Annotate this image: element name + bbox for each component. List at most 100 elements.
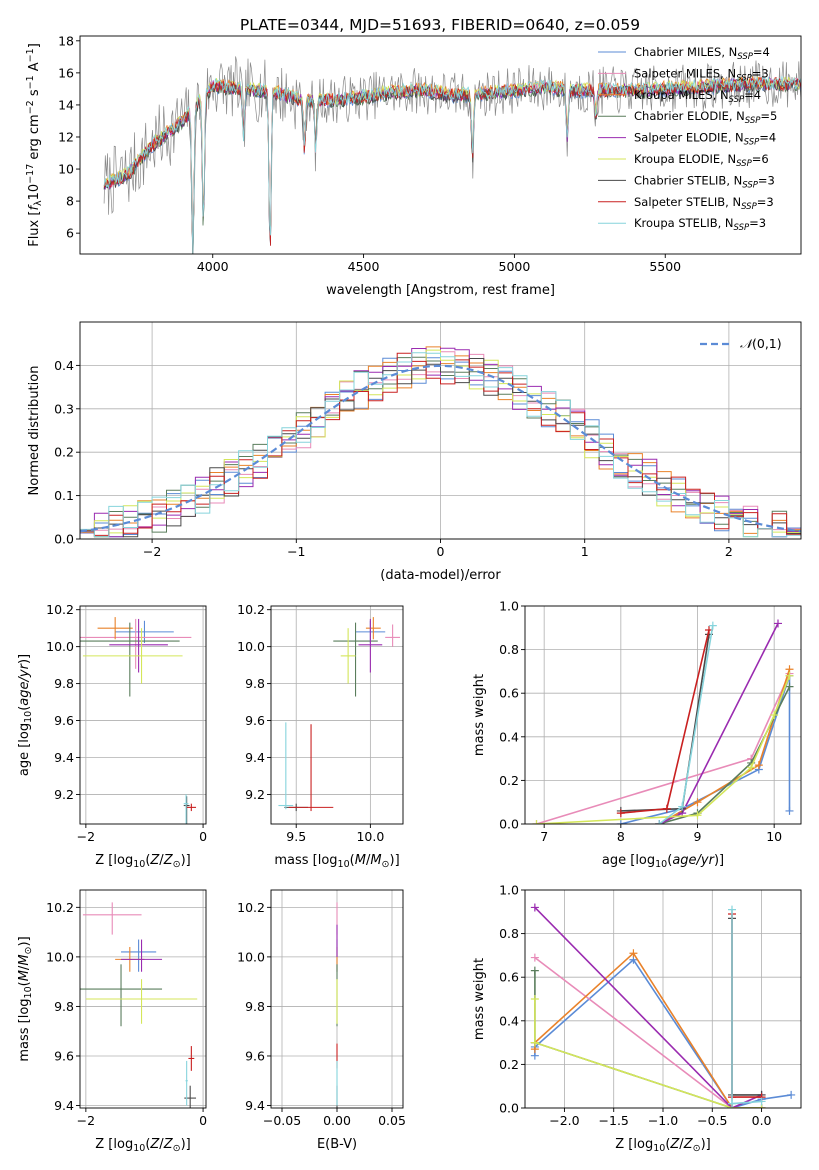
spectrum-frame bbox=[79, 35, 802, 255]
y-tick-label: 0.2 bbox=[54, 445, 74, 460]
figure-title: PLATE=0344, MJD=51693, FIBERID=0640, z=0… bbox=[240, 16, 640, 34]
errorbar-chabrier-elodie bbox=[80, 622, 180, 697]
weight-series-chabrier-elodie bbox=[530, 966, 766, 1108]
y-tick-label: 10.0 bbox=[46, 639, 74, 654]
weight-marker bbox=[616, 820, 625, 824]
residual-hist-salpeter-elodie bbox=[80, 347, 801, 538]
weight-marker bbox=[774, 619, 782, 628]
weight-marker bbox=[785, 806, 794, 815]
weight_vs_age-marks bbox=[532, 619, 794, 824]
y-tick-label: 0.6 bbox=[499, 970, 519, 985]
errorbar-chabrier-stelib bbox=[184, 1085, 197, 1108]
y-tick-label: 10.2 bbox=[46, 602, 74, 617]
weight_vs_Z-panel: −2.0 −1.5 −1.0 −0.5 0.0 0.0 0.2 0.4 0.6 0.8 1.0 Z [… bbox=[472, 883, 802, 1154]
spectrum-panel: 4000 4500 5000 5500 6 8 10 12 14 16 18 Chabrier MIL… bbox=[25, 33, 802, 298]
weight-marker bbox=[530, 966, 539, 975]
y-tick-label: 1.0 bbox=[499, 599, 519, 614]
weight-series-chabrier-stelib bbox=[616, 630, 713, 815]
errorbar-chabrier-elodie bbox=[80, 964, 163, 1027]
weight-marker bbox=[678, 802, 687, 811]
errorbar-chabrier-elodie bbox=[333, 622, 378, 697]
weight-series-salpeter-stelib bbox=[728, 909, 766, 1102]
weight-marker bbox=[785, 671, 794, 680]
y-tick-label: 0.8 bbox=[499, 926, 519, 941]
y-tick-label: 0.2 bbox=[499, 1057, 519, 1072]
weight-marker bbox=[728, 905, 736, 914]
spectrum-model-line-kroupa-stelib bbox=[103, 75, 801, 254]
y-tick-label: 0.3 bbox=[54, 401, 74, 416]
y-tick-label: 9.6 bbox=[245, 1048, 265, 1063]
x-tick-label: 9.5 bbox=[286, 829, 306, 844]
y-tick-label: 8 bbox=[66, 194, 74, 209]
legend-label: Kroupa ELODIE, NSSP=6 bbox=[634, 152, 769, 169]
mass_vs_Z-frame bbox=[79, 889, 207, 1109]
errorbar-kroupa-elodie bbox=[340, 628, 356, 684]
weight_vs_Z-marks bbox=[530, 903, 796, 1108]
x-tick-label: −2 bbox=[77, 829, 95, 844]
errorbar-chabrier-miles bbox=[115, 620, 174, 643]
legend-label: Salpeter STELIB, NSSP=3 bbox=[634, 195, 774, 212]
residual-legend: 𝒩(0,1) bbox=[700, 336, 782, 351]
weight-marker bbox=[629, 949, 638, 958]
weight-marker bbox=[787, 1090, 796, 1099]
weight-marker bbox=[616, 809, 625, 818]
y-tick-label: 6 bbox=[66, 226, 74, 241]
age_vs_Z-x-label: Z [log10(Z/Z⊙)] bbox=[95, 853, 190, 870]
spectrum-x-label: wavelength [Angstrom, rest frame] bbox=[326, 283, 555, 298]
y-tick-label: 12 bbox=[58, 129, 74, 144]
weight-series-kroupa-stelib bbox=[655, 621, 717, 824]
weight-series-chabrier-miles bbox=[616, 671, 794, 824]
errorbar-salpeter-stelib bbox=[288, 724, 334, 812]
x-tick-label: 10 bbox=[766, 829, 782, 844]
weight-marker bbox=[532, 820, 541, 824]
legend-label: Kroupa STELIB, NSSP=3 bbox=[634, 216, 766, 233]
x-tick-label: 0 bbox=[437, 544, 445, 559]
residual-x-label: (data-model)/error bbox=[380, 568, 501, 583]
y-tick-label: 10.0 bbox=[237, 639, 265, 654]
weight-series-kroupa-miles bbox=[655, 665, 794, 824]
legend-label: Chabrier STELIB, NSSP=3 bbox=[634, 173, 775, 190]
y-tick-label: 9.8 bbox=[245, 999, 265, 1014]
errorbar-kroupa-stelib bbox=[185, 1060, 188, 1106]
x-tick-label: 4000 bbox=[197, 259, 229, 274]
errorbar-salpeter-elodie bbox=[109, 618, 168, 673]
errorbar-salpeter-stelib bbox=[188, 1046, 195, 1071]
age_vs_Z-panel: −2 0 9.2 9.4 9.6 9.8 10.0 10.2 Z [log10(Z/Z⊙)] ag… bbox=[17, 602, 207, 870]
y-tick-label: 0.0 bbox=[54, 532, 74, 547]
y-tick-label: 14 bbox=[58, 97, 74, 112]
errorbar-salpeter-elodie bbox=[121, 939, 163, 972]
weight_vs_Z-y-label: mass weight bbox=[472, 958, 487, 1040]
errorbar-kroupa-miles bbox=[97, 617, 133, 640]
errorbar-salpeter-elodie bbox=[358, 618, 383, 673]
residual_distribution-marks bbox=[80, 346, 801, 538]
age_vs_Z-frame bbox=[79, 605, 207, 825]
y-tick-label: 9.4 bbox=[54, 750, 74, 765]
x-tick-label: 0.05 bbox=[378, 1113, 406, 1128]
x-tick-label: −1.0 bbox=[648, 1113, 678, 1128]
y-tick-label: 9.2 bbox=[54, 787, 74, 802]
weight-marker bbox=[530, 953, 539, 962]
age_vs_mass-x-label: mass [log10(M/M⊙)] bbox=[274, 853, 399, 870]
x-tick-label: 0 bbox=[199, 829, 207, 844]
y-tick-label: 10.2 bbox=[237, 602, 265, 617]
y-tick-label: 9.6 bbox=[245, 713, 265, 728]
x-tick-label: −2 bbox=[143, 544, 161, 559]
weight_vs_age-frame bbox=[524, 605, 802, 825]
y-tick-label: 0.2 bbox=[499, 773, 519, 788]
y-tick-label: 9.8 bbox=[54, 999, 74, 1014]
weight-marker bbox=[693, 798, 702, 807]
x-tick-label: 0.00 bbox=[323, 1113, 351, 1128]
x-tick-label: −2 bbox=[77, 1113, 95, 1128]
x-tick-label: −0.5 bbox=[697, 1113, 727, 1128]
x-tick-label: −2.0 bbox=[549, 1113, 579, 1128]
mass_vs_Z-panel: −2 0 9.4 9.6 9.8 10.0 10.2 Z [log10(Z/Z⊙)] mass … bbox=[17, 889, 207, 1154]
y-tick-label: 0.0 bbox=[499, 817, 519, 832]
errorbar-kroupa-stelib bbox=[278, 722, 294, 810]
errorbar-kroupa-stelib bbox=[183, 794, 189, 824]
weight-marker bbox=[757, 1097, 766, 1106]
legend-label: 𝒩(0,1) bbox=[740, 336, 782, 351]
spectrum-marks bbox=[103, 56, 801, 254]
weight-marker bbox=[747, 763, 756, 772]
residual_distribution-panel: −2 −1 0 1 2 0.0 0.1 0.2 0.3 0.4 𝒩(0,1) (data-model)… bbox=[27, 321, 802, 583]
